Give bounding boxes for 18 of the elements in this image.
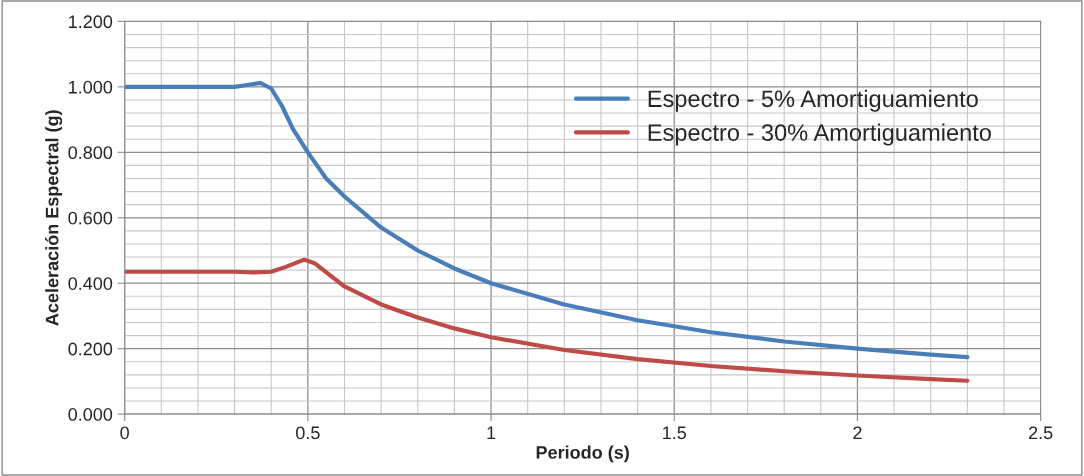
y-tick-label: 1.000 [69, 80, 113, 94]
y-tick-label: 0.600 [68, 211, 113, 225]
y-tick-label: 0.400 [68, 277, 113, 290]
x-tick-label: 1.5 [663, 426, 687, 440]
legend-label: Espectro - 30% Amortiguamiento [648, 123, 991, 146]
x-tick-label: 0.5 [296, 426, 320, 440]
x-tick-label: 2.5 [1029, 426, 1053, 440]
x-tick-label: 1 [487, 426, 496, 440]
y-tick-label: 0.200 [68, 342, 113, 356]
x-tick-label: 0 [120, 426, 129, 440]
line-series [124, 257, 970, 383]
legend-label: Espectro - 5% Amortiguamiento [648, 89, 978, 112]
y-tick-label: 1.200 [69, 15, 113, 29]
x-tick-label: 2 [853, 426, 862, 440]
y-tick-label: 0.800 [68, 146, 113, 160]
y-axis-title: Aceleración Espectral (g) [45, 110, 63, 326]
y-tick-label: 0.000 [68, 408, 113, 421]
x-axis-title: Periodo (s) [536, 445, 629, 463]
